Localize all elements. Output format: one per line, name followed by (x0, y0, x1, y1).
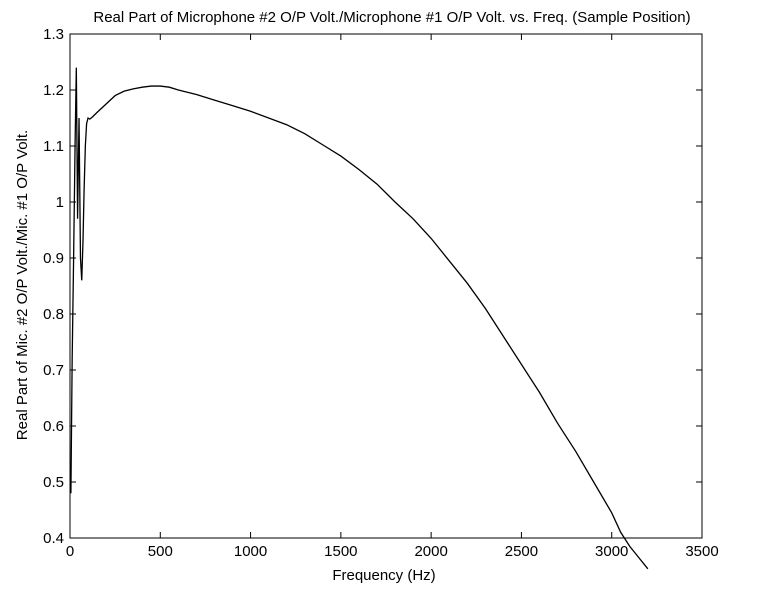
x-axis: 0 500 1000 1500 2000 2500 3000 3500 (66, 34, 719, 560)
y-tick-label: 1.2 (43, 82, 64, 99)
y-axis-label: Real Part of Mic. #2 O/P Volt./Mic. #1 O… (14, 130, 31, 440)
y-tick-label: 0.9 (43, 250, 64, 267)
x-tick-label: 0 (66, 543, 74, 560)
y-tick-label: 0.7 (43, 362, 64, 379)
x-tick-label: 3000 (595, 543, 628, 560)
y-tick-label: 0.5 (43, 474, 64, 491)
y-tick-label: 0.6 (43, 418, 64, 435)
x-tick-label: 500 (148, 543, 173, 560)
y-tick-label: 0.8 (43, 306, 64, 323)
y-tick-label: 0.4 (43, 530, 64, 547)
x-tick-label: 3500 (685, 543, 718, 560)
plot-area-frame (69, 33, 703, 539)
x-tick-label: 2500 (505, 543, 538, 560)
y-axis: 0.4 0.5 0.6 0.7 0.8 0.9 1 1.1 1.2 1.3 (43, 26, 702, 547)
x-axis-label: Frequency (Hz) (332, 567, 435, 584)
x-tick-label: 1000 (234, 543, 267, 560)
y-tick-label: 1 (56, 194, 64, 211)
data-series-line (70, 67, 649, 570)
y-tick-label: 1.3 (43, 26, 64, 43)
chart-title: Real Part of Microphone #2 O/P Volt./Mic… (93, 9, 690, 26)
x-tick-label: 2000 (414, 543, 447, 560)
y-tick-label: 1.1 (43, 138, 64, 155)
x-tick-label: 1500 (324, 543, 357, 560)
